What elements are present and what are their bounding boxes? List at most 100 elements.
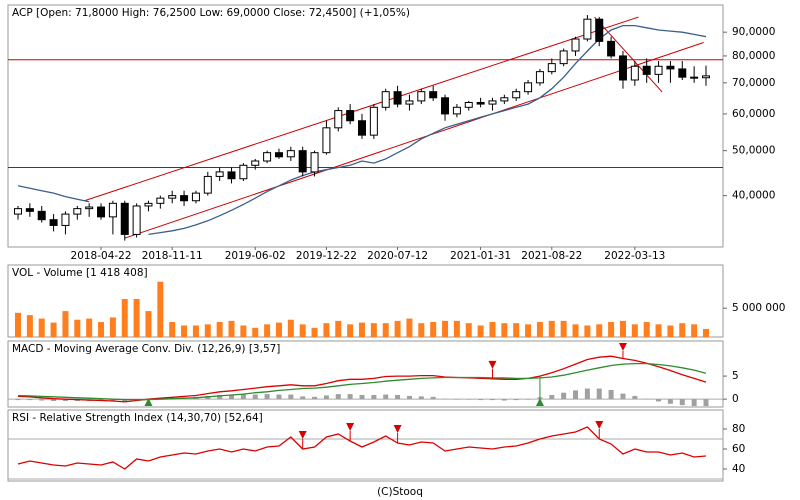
candle-body [168, 195, 177, 199]
plot-area [8, 343, 723, 407]
candle-body [132, 205, 141, 235]
y-tick-label: 70,0000 [732, 77, 775, 89]
candle-body [369, 106, 378, 136]
bar [275, 322, 282, 337]
histogram-bar [656, 399, 662, 402]
histogram-bar [62, 399, 68, 401]
panel-title-box [9, 6, 414, 20]
histogram-bar [489, 399, 495, 401]
y-tick-label: 40,0000 [732, 190, 775, 202]
buy-signal [144, 398, 153, 406]
bar [359, 322, 365, 337]
footer: (C)Stooq [377, 486, 423, 498]
bar [240, 325, 247, 337]
candle-body [488, 100, 497, 105]
panel-title: VOL - Volume [1 418 408] [12, 267, 148, 279]
histogram-bar [466, 399, 472, 400]
plot-area [15, 281, 709, 337]
candle-body [595, 18, 604, 42]
bar [264, 324, 271, 337]
bar [86, 318, 93, 337]
bar [406, 318, 413, 337]
bar [679, 323, 686, 337]
candle-body [227, 171, 236, 180]
bar [311, 327, 318, 337]
series-line [17, 24, 707, 236]
sell-signal [393, 425, 402, 433]
bar [453, 320, 460, 337]
x-tick-label: 2022-03-13 [604, 250, 665, 262]
histogram-bar [240, 394, 246, 400]
histogram-bar [323, 395, 329, 400]
candle-body [263, 152, 272, 162]
candle-body [630, 65, 639, 81]
bar [667, 325, 674, 337]
histogram-bar [478, 399, 484, 401]
y-tick-label: 5 [732, 370, 739, 382]
candle-body [393, 91, 402, 105]
bar [98, 322, 105, 337]
candle-body [251, 160, 260, 166]
bar [584, 325, 591, 337]
histogram-bar [608, 389, 614, 400]
candle-body [583, 18, 592, 40]
histogram-bar [691, 399, 697, 407]
bar [691, 324, 698, 337]
histogram-bar [644, 398, 650, 400]
histogram-bar [703, 399, 709, 407]
candle-body [381, 91, 390, 108]
bar [169, 322, 176, 337]
candle-body [120, 202, 129, 235]
histogram-bar [383, 394, 389, 400]
bar [62, 311, 69, 337]
histogram-bar [229, 395, 235, 400]
bar [548, 320, 555, 337]
candle-body [417, 91, 426, 102]
trend-line [594, 16, 663, 93]
bar [287, 319, 294, 337]
histogram-bar [110, 399, 116, 401]
bar [252, 327, 259, 337]
y-tick-label: 0 [732, 393, 739, 405]
panel-title: ACP [Open: 71,8000 High: 76,2500 Low: 69… [12, 7, 410, 19]
x-tick-label: 2021-01-31 [450, 250, 511, 262]
bar [525, 324, 532, 337]
bar [228, 320, 235, 337]
candle-body [97, 206, 106, 218]
histogram-bar [276, 394, 282, 400]
candle-body [559, 50, 568, 65]
panel-title-box [9, 342, 285, 356]
bar [489, 322, 496, 337]
candle-body [180, 195, 189, 202]
y-tick-label: 60,0000 [732, 108, 775, 120]
bar [631, 324, 638, 337]
bar [323, 323, 330, 337]
y-tick-label: 5 000 000 [732, 302, 785, 314]
candle-body [702, 75, 710, 79]
bar [619, 320, 626, 337]
candle-body [500, 97, 509, 102]
bar [382, 323, 389, 337]
candle-body [144, 202, 153, 207]
y-tick-label: 90,0000 [732, 26, 775, 38]
bar [536, 322, 543, 337]
candle-body [191, 192, 200, 202]
panel-title: RSI - Relative Strength Index (14,30,70)… [12, 412, 263, 424]
candle-body [73, 208, 82, 215]
histogram-bar [288, 394, 294, 400]
x-tick-label: 2019-06-02 [225, 250, 286, 262]
sell-signal [298, 431, 307, 439]
x-tick-label: 2018-11-11 [142, 250, 203, 262]
histogram-bar [561, 392, 567, 400]
panel-title: MACD - Moving Average Conv. Div. (12,26,… [12, 343, 280, 355]
bar [596, 324, 603, 337]
histogram-bar [122, 399, 128, 402]
bar [145, 311, 152, 337]
x-tick-label: 2019-12-22 [296, 250, 357, 262]
histogram-bar [632, 395, 638, 400]
candle-body [156, 197, 165, 204]
bar [501, 323, 508, 337]
histogram-bar [51, 399, 57, 401]
series-line [17, 426, 707, 470]
histogram-bar [513, 399, 519, 401]
